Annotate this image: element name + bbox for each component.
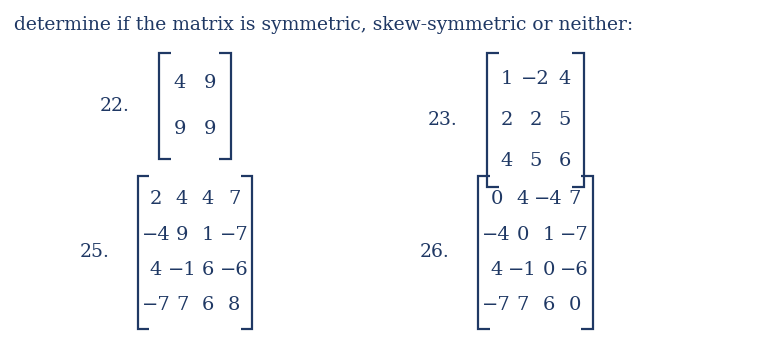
Text: 1: 1 xyxy=(542,226,555,244)
Text: 23.: 23. xyxy=(428,111,457,129)
Text: 6: 6 xyxy=(202,297,214,314)
Text: 6: 6 xyxy=(558,152,571,169)
Text: 4: 4 xyxy=(174,74,186,92)
Text: 0: 0 xyxy=(516,226,529,244)
Text: 5: 5 xyxy=(529,152,542,169)
Text: 2: 2 xyxy=(150,191,162,208)
Text: 1: 1 xyxy=(202,226,214,244)
Text: 2: 2 xyxy=(500,111,513,129)
Text: 9: 9 xyxy=(176,226,188,244)
Text: −7: −7 xyxy=(142,297,171,314)
Text: 26.: 26. xyxy=(420,244,450,261)
Text: 25.: 25. xyxy=(80,244,109,261)
Text: 4: 4 xyxy=(150,261,162,279)
Text: −7: −7 xyxy=(560,226,589,244)
Text: 6: 6 xyxy=(202,261,214,279)
Text: −1: −1 xyxy=(508,261,537,279)
Text: −4: −4 xyxy=(482,226,511,244)
Text: 4: 4 xyxy=(176,191,188,208)
Text: −6: −6 xyxy=(560,261,589,279)
Text: 7: 7 xyxy=(228,191,240,208)
Text: −2: −2 xyxy=(521,71,550,88)
Text: −7: −7 xyxy=(482,297,511,314)
Text: 4: 4 xyxy=(490,261,503,279)
Text: 7: 7 xyxy=(568,191,581,208)
Text: 5: 5 xyxy=(558,111,571,129)
Text: 7: 7 xyxy=(176,297,188,314)
Text: 7: 7 xyxy=(516,297,529,314)
Text: −6: −6 xyxy=(220,261,249,279)
Text: 4: 4 xyxy=(202,191,214,208)
Text: 1: 1 xyxy=(500,71,513,88)
Text: 6: 6 xyxy=(542,297,555,314)
Text: determine if the matrix is symmetric, skew-symmetric or neither:: determine if the matrix is symmetric, sk… xyxy=(14,16,633,34)
Text: 0: 0 xyxy=(542,261,555,279)
Text: 8: 8 xyxy=(228,297,240,314)
Text: 9: 9 xyxy=(204,120,216,138)
Text: 9: 9 xyxy=(174,120,186,138)
Text: 4: 4 xyxy=(516,191,529,208)
Text: −4: −4 xyxy=(534,191,563,208)
Text: 2: 2 xyxy=(529,111,542,129)
Text: 0: 0 xyxy=(490,191,503,208)
Text: 4: 4 xyxy=(500,152,513,169)
Text: −1: −1 xyxy=(168,261,197,279)
Text: −4: −4 xyxy=(142,226,171,244)
Text: 22.: 22. xyxy=(100,97,130,115)
Text: 0: 0 xyxy=(568,297,581,314)
Text: −7: −7 xyxy=(220,226,249,244)
Text: 4: 4 xyxy=(558,71,571,88)
Text: 9: 9 xyxy=(204,74,216,92)
